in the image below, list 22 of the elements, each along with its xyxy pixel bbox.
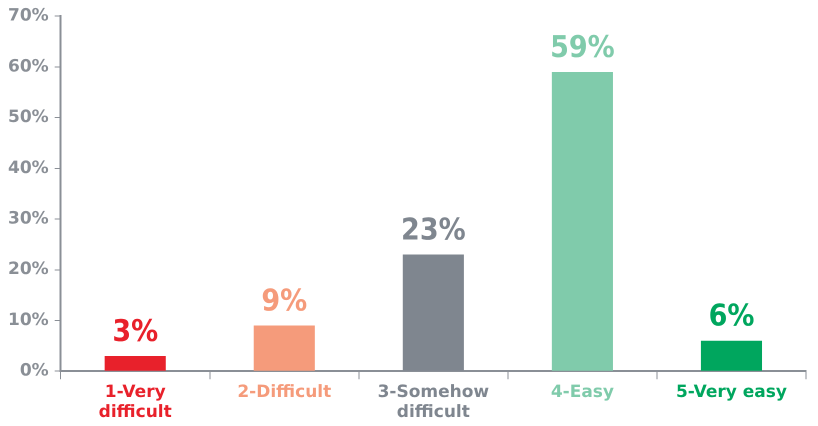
y-tick-label: 40% [8,158,49,178]
bar [700,340,762,371]
y-tick-label: 30% [8,208,49,228]
data-label: 59% [550,30,615,65]
bar [254,326,315,371]
x-tick-label: 1-Very difficult [98,382,172,422]
data-label: 9% [261,283,308,318]
bar [104,356,166,371]
y-tick-label: 0% [20,360,49,381]
x-tick-label: 4-Easy [550,382,614,402]
data-label: 23% [401,212,466,248]
y-tick-label: 60% [8,56,49,76]
bar [552,72,613,371]
y-tick-label: 20% [8,259,49,280]
x-tick-label: 2-Difficult [237,382,332,402]
y-tick-label: 10% [8,310,49,330]
y-tick-label: 70% [8,6,49,26]
data-label: 6% [708,298,754,334]
x-tick-label: 5-Very easy [676,382,787,402]
y-tick-label: 50% [8,107,49,128]
x-tick-label: 3-Somehow difficult [378,382,490,422]
data-label: 3% [112,314,158,349]
